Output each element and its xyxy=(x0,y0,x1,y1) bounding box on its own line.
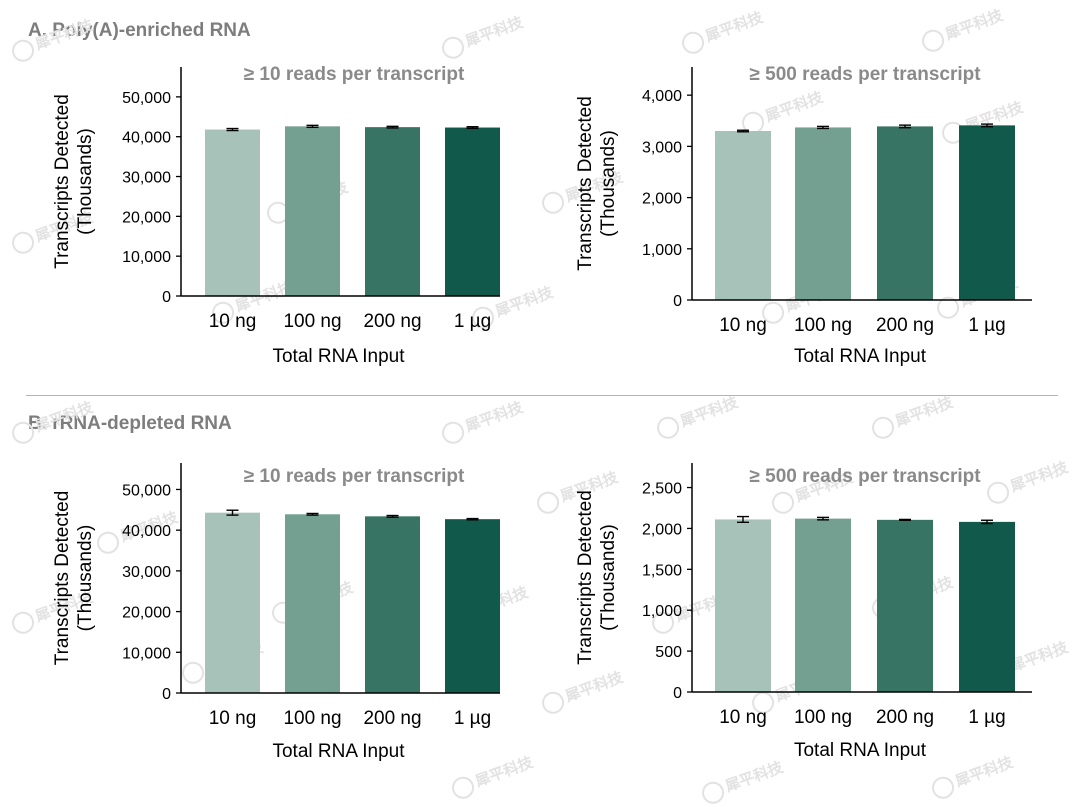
x-tick-label-a-left-0: 10 ng xyxy=(209,311,257,332)
y-tick-label-b-left-2: 20,000 xyxy=(122,605,171,622)
x-tick-label-b-left-2: 200 ng xyxy=(363,708,421,729)
chart-title-a-right: ≥ 500 reads per transcript xyxy=(749,64,981,85)
bar-b-right-3 xyxy=(959,521,1015,692)
y-tick-label-a-left-0: 0 xyxy=(162,289,171,306)
bar-a-right-1 xyxy=(795,127,851,300)
bar-a-right-2 xyxy=(877,126,933,301)
bar-b-left-1 xyxy=(285,514,340,693)
y-axis-label-line-0: Transcripts Detected xyxy=(52,94,73,269)
y-tick-label-b-left-5: 50,000 xyxy=(122,482,171,499)
bar-b-left-0 xyxy=(205,512,260,693)
y-tick-label-a-left-5: 50,000 xyxy=(122,90,171,107)
y-tick-label-a-left-2: 20,000 xyxy=(122,209,171,226)
y-axis-label-line-1: (Thousands) xyxy=(75,525,96,632)
x-tick-label-a-left-1: 100 ng xyxy=(283,311,341,332)
x-tick-label-a-left-3: 1 µg xyxy=(454,311,491,332)
chart-title-b-right: ≥ 500 reads per transcript xyxy=(749,466,981,487)
y-tick-label-b-right-2: 1,000 xyxy=(642,603,682,620)
y-axis-label-a-right: Transcripts Detected (Thousands) xyxy=(575,96,619,271)
y-tick-label-b-right-0: 0 xyxy=(673,685,682,702)
chart-b-right: 0 500 1,000 1,500 2,000 2,500 10 ng 100 ng 200 n… xyxy=(575,463,1032,761)
y-axis-label-a-left: Transcripts Detected (Thousands) xyxy=(52,94,96,269)
x-tick-label-a-right-3: 1 µg xyxy=(968,315,1005,336)
y-tick-label-b-right-4: 2,000 xyxy=(642,521,682,538)
y-axis-label-b-left: Transcripts Detected (Thousands) xyxy=(52,491,96,666)
brand-logo-icon xyxy=(928,773,958,802)
brand-logo-icon xyxy=(448,773,478,802)
section-b-title: B. rRNA-depleted RNA xyxy=(28,413,232,434)
x-tick-label-b-left-1: 100 ng xyxy=(283,708,341,729)
y-tick-label-b-right-3: 1,500 xyxy=(642,562,682,579)
bar-a-left-3 xyxy=(445,127,500,297)
y-tick-label-a-right-2: 2,000 xyxy=(642,191,682,208)
x-axis-label-a-right: Total RNA Input xyxy=(794,346,927,367)
y-tick-label-a-right-1: 1,000 xyxy=(642,242,682,259)
x-tick-label-b-right-3: 1 µg xyxy=(968,707,1005,728)
chart-a-left: 0 10,000 20,000 30,000 40,000 50,000 10 ng 100 … xyxy=(52,64,500,367)
bar-b-right-0 xyxy=(715,519,771,692)
y-axis-label-line-1: (Thousands) xyxy=(598,130,619,237)
y-tick-label-b-right-1: 500 xyxy=(655,644,682,661)
bar-b-left-2 xyxy=(365,516,420,693)
x-axis-label-b-right: Total RNA Input xyxy=(794,740,927,761)
y-axis-label-line-0: Transcripts Detected xyxy=(575,490,596,665)
y-tick-label-a-right-4: 4,000 xyxy=(642,88,682,105)
x-tick-label-b-right-2: 200 ng xyxy=(876,707,934,728)
y-tick-label-b-left-4: 40,000 xyxy=(122,523,171,540)
chart-b-left: 0 10,000 20,000 30,000 40,000 50,000 10 ng 100 … xyxy=(52,463,500,762)
y-tick-label-b-right-5: 2,500 xyxy=(642,481,682,498)
x-tick-label-a-left-2: 200 ng xyxy=(363,311,421,332)
y-tick-label-a-right-3: 3,000 xyxy=(642,139,682,156)
chart-title-a-left: ≥ 10 reads per transcript xyxy=(244,64,465,85)
chart-title-b-left: ≥ 10 reads per transcript xyxy=(244,466,465,487)
brand-logo-icon xyxy=(698,778,728,807)
bar-a-left-1 xyxy=(285,126,340,296)
bar-a-left-0 xyxy=(205,129,260,296)
y-axis-label-line-1: (Thousands) xyxy=(75,128,96,235)
bar-b-right-1 xyxy=(795,518,851,692)
y-tick-label-a-left-4: 40,000 xyxy=(122,130,171,147)
bar-b-left-3 xyxy=(445,519,500,693)
bar-b-right-2 xyxy=(877,519,933,692)
chart-a-right: 0 1,000 2,000 3,000 4,000 10 ng 100 ng 200 ng 1 … xyxy=(575,64,1032,367)
y-tick-label-a-left-1: 10,000 xyxy=(122,249,171,266)
x-axis-label-a-left: Total RNA Input xyxy=(272,346,405,367)
x-tick-label-b-right-0: 10 ng xyxy=(719,707,767,728)
x-tick-label-a-right-2: 200 ng xyxy=(876,315,934,336)
section-a-title: A. Poly(A)-enriched RNA xyxy=(28,20,251,41)
x-tick-label-b-left-0: 10 ng xyxy=(209,708,257,729)
y-axis-label-line-0: Transcripts Detected xyxy=(575,96,596,271)
y-axis-label-line-0: Transcripts Detected xyxy=(52,491,73,666)
bar-a-right-3 xyxy=(959,125,1015,300)
y-axis-label-line-1: (Thousands) xyxy=(598,524,619,631)
y-tick-label-b-left-0: 0 xyxy=(162,686,171,703)
figure-canvas: 0 10,000 20,000 30,000 40,000 50,000 10 ng 100 … xyxy=(52,64,1032,762)
x-tick-label-a-right-1: 100 ng xyxy=(794,315,852,336)
y-axis-label-b-right: Transcripts Detected (Thousands) xyxy=(575,490,619,665)
y-tick-label-b-left-3: 30,000 xyxy=(122,564,171,581)
y-tick-label-b-left-1: 10,000 xyxy=(122,645,171,662)
x-axis-label-b-left: Total RNA Input xyxy=(272,741,405,762)
bar-a-right-0 xyxy=(715,131,771,300)
x-tick-label-b-left-3: 1 µg xyxy=(454,708,491,729)
y-tick-label-a-left-3: 30,000 xyxy=(122,170,171,187)
bar-a-left-2 xyxy=(365,127,420,296)
y-tick-label-a-right-0: 0 xyxy=(673,293,682,310)
x-tick-label-b-right-1: 100 ng xyxy=(794,707,852,728)
x-tick-label-a-right-0: 10 ng xyxy=(719,315,767,336)
section-divider xyxy=(26,395,1058,396)
